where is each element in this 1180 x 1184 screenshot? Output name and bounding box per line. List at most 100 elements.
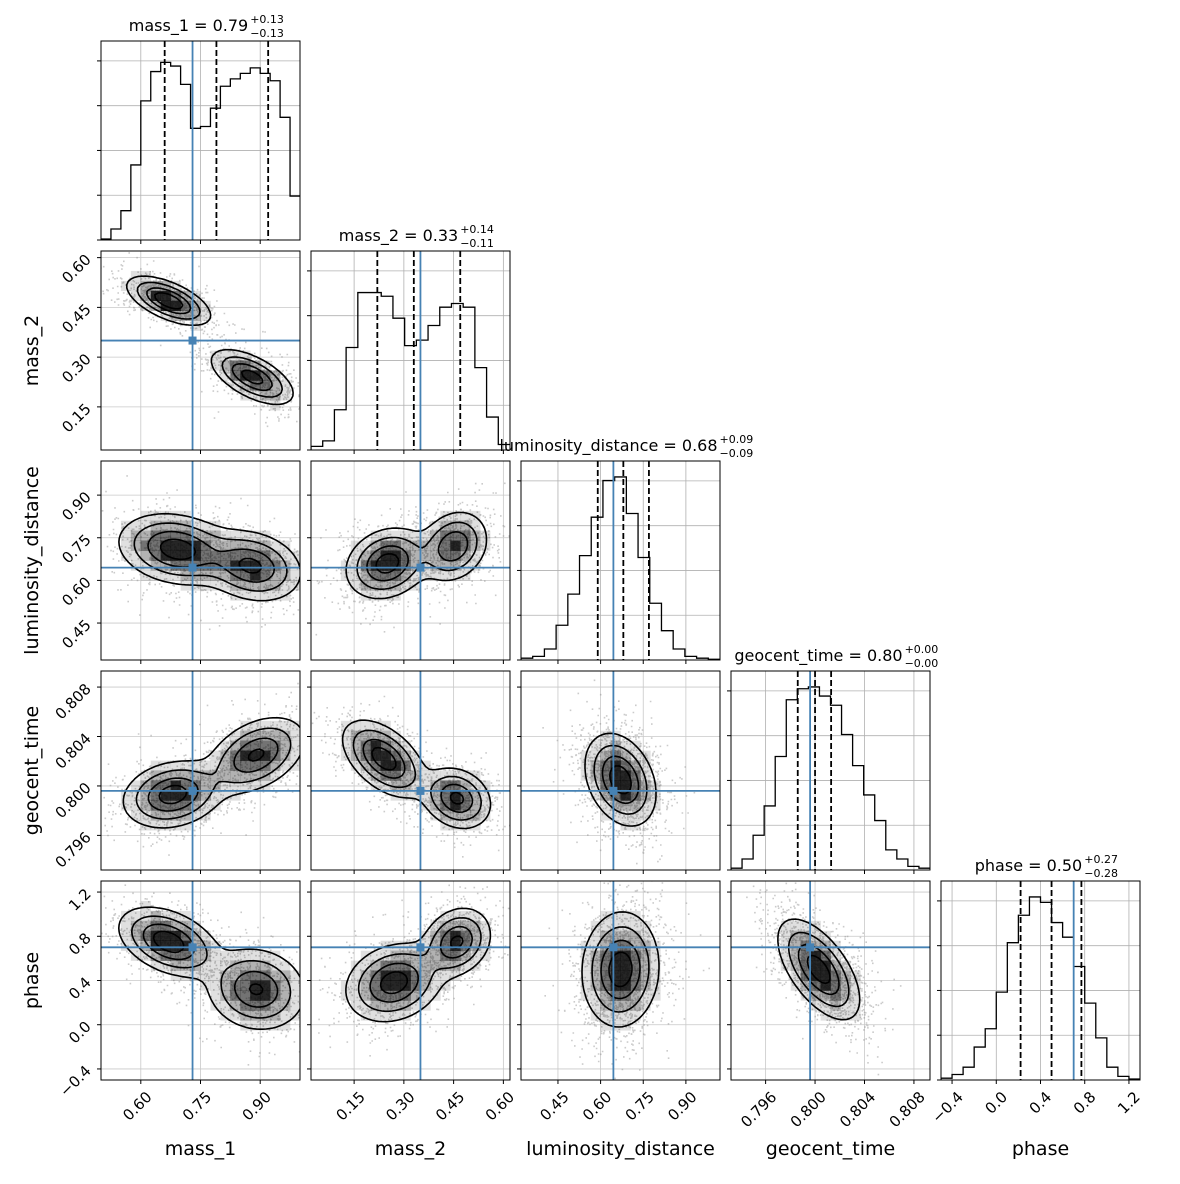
density-cell xyxy=(140,780,152,791)
x-tick-label-geocent_time: 0.800 xyxy=(787,1088,830,1131)
density-cell xyxy=(270,720,281,731)
density-cell xyxy=(460,550,471,561)
contour-line xyxy=(356,521,478,590)
density-cell xyxy=(250,980,261,991)
density-cell xyxy=(190,950,201,961)
density-cell xyxy=(610,730,621,741)
density-cell xyxy=(580,970,591,981)
density-cell xyxy=(610,800,621,811)
density-cell xyxy=(430,920,441,932)
truth-marker xyxy=(188,563,197,572)
density-cell xyxy=(850,1010,861,1021)
density-cell xyxy=(260,370,271,381)
density-cell xyxy=(600,750,611,761)
density-cell xyxy=(360,570,371,581)
density-cell xyxy=(600,930,611,941)
density-cell xyxy=(380,540,391,551)
x-tick-label-mass_1: 0.90 xyxy=(239,1088,275,1124)
density-cell xyxy=(160,540,171,551)
density-cell xyxy=(640,750,651,761)
density-cell xyxy=(590,770,601,781)
density-cell xyxy=(360,550,371,561)
density-cell xyxy=(250,970,261,981)
density-cell xyxy=(380,950,391,961)
density-cell xyxy=(830,950,841,961)
density-cell xyxy=(370,750,381,761)
density-cell xyxy=(380,990,391,1001)
joint-panel-mass_2-vs-geocent_time xyxy=(307,670,511,874)
density-cell xyxy=(140,930,152,941)
density-cell xyxy=(470,540,481,551)
density-cell xyxy=(430,520,441,531)
scatter-points xyxy=(311,482,510,636)
density-cell xyxy=(400,530,411,541)
density-cell xyxy=(810,940,821,951)
density-cell xyxy=(830,960,841,971)
density-cell xyxy=(620,780,631,791)
density-cell xyxy=(360,740,371,751)
density-cell xyxy=(270,960,281,971)
density-cell xyxy=(400,950,411,961)
density-cell xyxy=(140,290,152,302)
density-cell xyxy=(400,540,411,551)
density-cell xyxy=(800,990,811,1001)
density-cell xyxy=(440,770,451,781)
density-cell xyxy=(120,550,132,561)
density-cell xyxy=(450,910,461,922)
density-cell xyxy=(240,570,251,581)
density-cell xyxy=(370,780,381,791)
density-cell xyxy=(260,1020,271,1031)
density-cell xyxy=(340,740,352,751)
density-cell xyxy=(120,800,132,811)
density-cell xyxy=(220,980,231,991)
density-cell xyxy=(470,790,481,801)
density-cell xyxy=(800,940,811,951)
density-cell xyxy=(450,550,461,561)
density-cell xyxy=(470,780,481,791)
density-cell xyxy=(370,730,381,741)
truth-marker xyxy=(416,563,425,572)
density-cell xyxy=(620,960,631,971)
title-main: geocent_time = 0.80 xyxy=(734,646,902,666)
density-cell xyxy=(290,1000,300,1011)
title-upper-error: +0.27 xyxy=(1084,853,1118,866)
density-cell xyxy=(620,740,631,751)
density-cell xyxy=(270,390,281,401)
density-cell xyxy=(630,940,641,951)
density-cell xyxy=(250,740,261,751)
density-cell xyxy=(440,550,451,561)
contour-line xyxy=(593,744,648,815)
contour-line xyxy=(362,738,474,813)
density-cell xyxy=(390,750,401,761)
density-cell xyxy=(640,970,651,981)
density-cell xyxy=(440,570,451,581)
density-cell xyxy=(610,1020,621,1031)
density-cell xyxy=(240,550,251,561)
density-cell xyxy=(840,1010,851,1021)
density-cell xyxy=(180,820,191,831)
density-cell xyxy=(130,270,142,282)
density-cell xyxy=(170,310,181,321)
density-cell xyxy=(400,790,411,801)
density-cell xyxy=(200,540,211,551)
contour-line xyxy=(152,930,264,996)
density-cell xyxy=(350,980,362,991)
density-cell xyxy=(250,780,261,791)
axes-frame xyxy=(730,670,931,871)
density-cell xyxy=(630,960,641,971)
density-cell xyxy=(160,920,171,932)
density-cell xyxy=(400,960,411,971)
density-cell xyxy=(460,810,471,821)
density-cell xyxy=(290,750,300,761)
title-upper-error: +0.13 xyxy=(250,13,284,26)
density-cell xyxy=(810,980,821,991)
density-cell xyxy=(450,570,461,581)
density-cell xyxy=(650,980,661,991)
density-cell xyxy=(450,780,461,791)
density-cell xyxy=(260,730,271,741)
density-cell xyxy=(410,990,421,1001)
density-cell xyxy=(220,570,231,581)
density-cell xyxy=(230,770,241,781)
density-cell xyxy=(230,740,241,751)
density-cell xyxy=(150,790,161,801)
